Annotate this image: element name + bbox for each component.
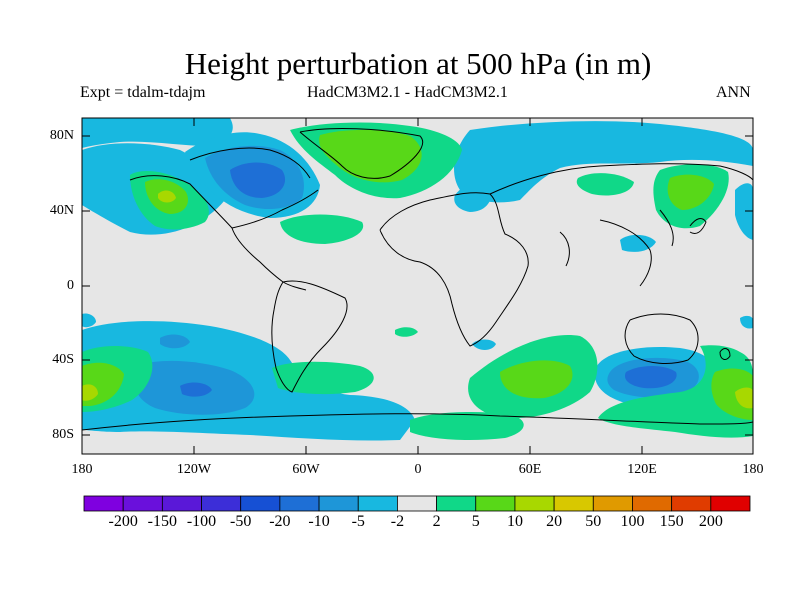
lat-label-0: 0 <box>40 278 74 294</box>
colorbar-box <box>397 496 436 511</box>
colorbar-box <box>476 496 515 511</box>
lon-label-60w: 60W <box>276 462 336 478</box>
lat-label-80s: 80S <box>40 427 74 443</box>
lon-label-180w: 180 <box>52 462 112 478</box>
colorbar-box <box>241 496 280 511</box>
colorbar-box <box>84 496 123 511</box>
colorbar-box <box>515 496 554 511</box>
lon-label-120w: 120W <box>164 462 224 478</box>
colorbar-box <box>554 496 593 511</box>
colorbar-box <box>632 496 671 511</box>
colorbar-box <box>280 496 319 511</box>
colorbar-box <box>437 496 476 511</box>
colorbar-box <box>202 496 241 511</box>
lat-label-40s: 40S <box>40 352 74 368</box>
colorbar <box>84 496 750 511</box>
colorbar-box <box>123 496 162 511</box>
lon-label-0: 0 <box>388 462 448 478</box>
colorbar-box <box>358 496 397 511</box>
lat-label-40n: 40N <box>40 203 74 219</box>
lon-label-60e: 60E <box>500 462 560 478</box>
colorbar-box <box>711 496 750 511</box>
colorbar-box <box>593 496 632 511</box>
lon-label-120e: 120E <box>612 462 672 478</box>
colorbar-tick-label: 200 <box>686 513 736 531</box>
colorbar-box <box>672 496 711 511</box>
lat-label-80n: 80N <box>40 128 74 144</box>
colorbar-box <box>162 496 201 511</box>
lon-label-180e: 180 <box>723 462 783 478</box>
colorbar-box <box>319 496 358 511</box>
